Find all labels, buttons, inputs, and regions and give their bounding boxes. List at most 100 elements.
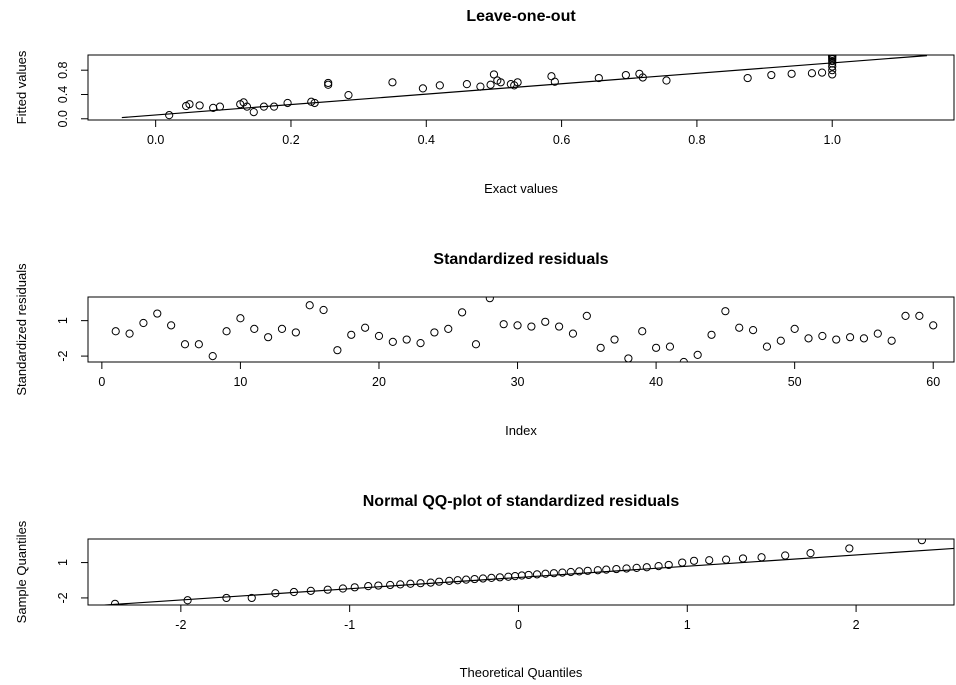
data-point [374, 581, 383, 590]
data-point [828, 66, 837, 75]
y-tick-label: 1 [56, 559, 70, 566]
x-tick-label: 0 [515, 618, 522, 632]
data-point [416, 338, 425, 348]
data-point [917, 539, 927, 545]
data-point [757, 553, 766, 562]
data-point [338, 584, 348, 593]
data-point [185, 100, 194, 109]
data-point [806, 549, 815, 558]
data-point [624, 354, 633, 362]
data-point [462, 80, 471, 89]
data-point [845, 544, 854, 553]
data-point [139, 318, 148, 328]
data-point [462, 575, 471, 584]
data-point [496, 78, 505, 87]
x-tick-label: 1 [684, 618, 691, 632]
data-point [259, 102, 269, 111]
data-point [582, 311, 591, 321]
x-axis-label: Exact values [484, 181, 558, 196]
data-point [208, 351, 217, 361]
x-tick-label: 0.4 [418, 133, 435, 147]
data-point [183, 596, 192, 605]
data-point [350, 583, 359, 592]
data-point [568, 329, 578, 338]
data-point [271, 589, 280, 598]
data-point [707, 330, 716, 339]
data-point [555, 322, 564, 331]
data-point [453, 576, 462, 585]
plot-frame [87, 296, 955, 363]
y-tick-label: -2 [56, 592, 70, 603]
data-point [386, 580, 395, 590]
data-point [804, 334, 813, 343]
data-point [665, 342, 675, 351]
data-point [541, 317, 550, 326]
data-point [654, 562, 663, 571]
data-point [167, 321, 176, 330]
data-point [236, 314, 245, 323]
x-tick-label: 40 [649, 375, 663, 389]
data-point [416, 579, 425, 588]
x-tick-label: 0.2 [282, 133, 299, 147]
data-point [476, 82, 485, 91]
data-point [153, 309, 162, 318]
x-tick-label: 0.6 [553, 133, 570, 147]
data-point [832, 335, 841, 344]
data-point [277, 324, 287, 334]
data-point [324, 78, 333, 88]
data-point [558, 568, 567, 577]
data-point [929, 321, 938, 330]
data-point [767, 70, 776, 80]
data-point [787, 69, 796, 78]
data-point [513, 321, 522, 330]
x-axis-label: Index [505, 423, 537, 438]
data-point [471, 340, 481, 349]
data-point [748, 325, 758, 335]
data-point [388, 78, 397, 87]
data-point [679, 357, 688, 362]
data-point [242, 102, 252, 111]
plot-area [111, 297, 938, 362]
panel-3: Normal QQ-plot of standardized residuals… [14, 493, 955, 680]
data-point [458, 308, 467, 317]
data-point [374, 331, 384, 341]
data-point [486, 80, 495, 89]
data-point [638, 73, 647, 82]
data-point [489, 70, 499, 79]
data-point [541, 569, 550, 578]
data-point [495, 573, 504, 582]
data-point [344, 90, 353, 100]
data-point [735, 323, 744, 332]
y-axis-label: Sample Quantiles [14, 520, 29, 623]
data-point [818, 331, 827, 341]
data-point [478, 574, 488, 583]
data-point [621, 70, 630, 80]
data-point [517, 571, 526, 580]
x-tick-label: 20 [372, 375, 386, 389]
x-tick-label: 2 [853, 618, 860, 632]
data-point [622, 564, 631, 573]
data-point [180, 340, 190, 349]
data-point [527, 322, 536, 331]
data-point [364, 582, 373, 591]
data-point [859, 334, 869, 343]
data-point [283, 98, 292, 108]
data-point [215, 102, 225, 111]
data-point [678, 558, 687, 567]
data-point [738, 554, 748, 563]
data-point [610, 335, 619, 344]
data-point [781, 551, 790, 560]
x-tick-label: 10 [233, 375, 247, 389]
x-tick-label: 0.0 [147, 133, 164, 147]
data-point [444, 324, 453, 334]
plot-frame [87, 54, 955, 121]
data-point [807, 69, 817, 78]
data-point [222, 593, 231, 603]
data-point [845, 333, 855, 342]
data-point [721, 307, 730, 316]
x-tick-label: 30 [511, 375, 525, 389]
plot-area [96, 539, 954, 605]
data-point [693, 350, 702, 360]
x-tick-label: -1 [344, 618, 355, 632]
data-point [915, 311, 924, 321]
